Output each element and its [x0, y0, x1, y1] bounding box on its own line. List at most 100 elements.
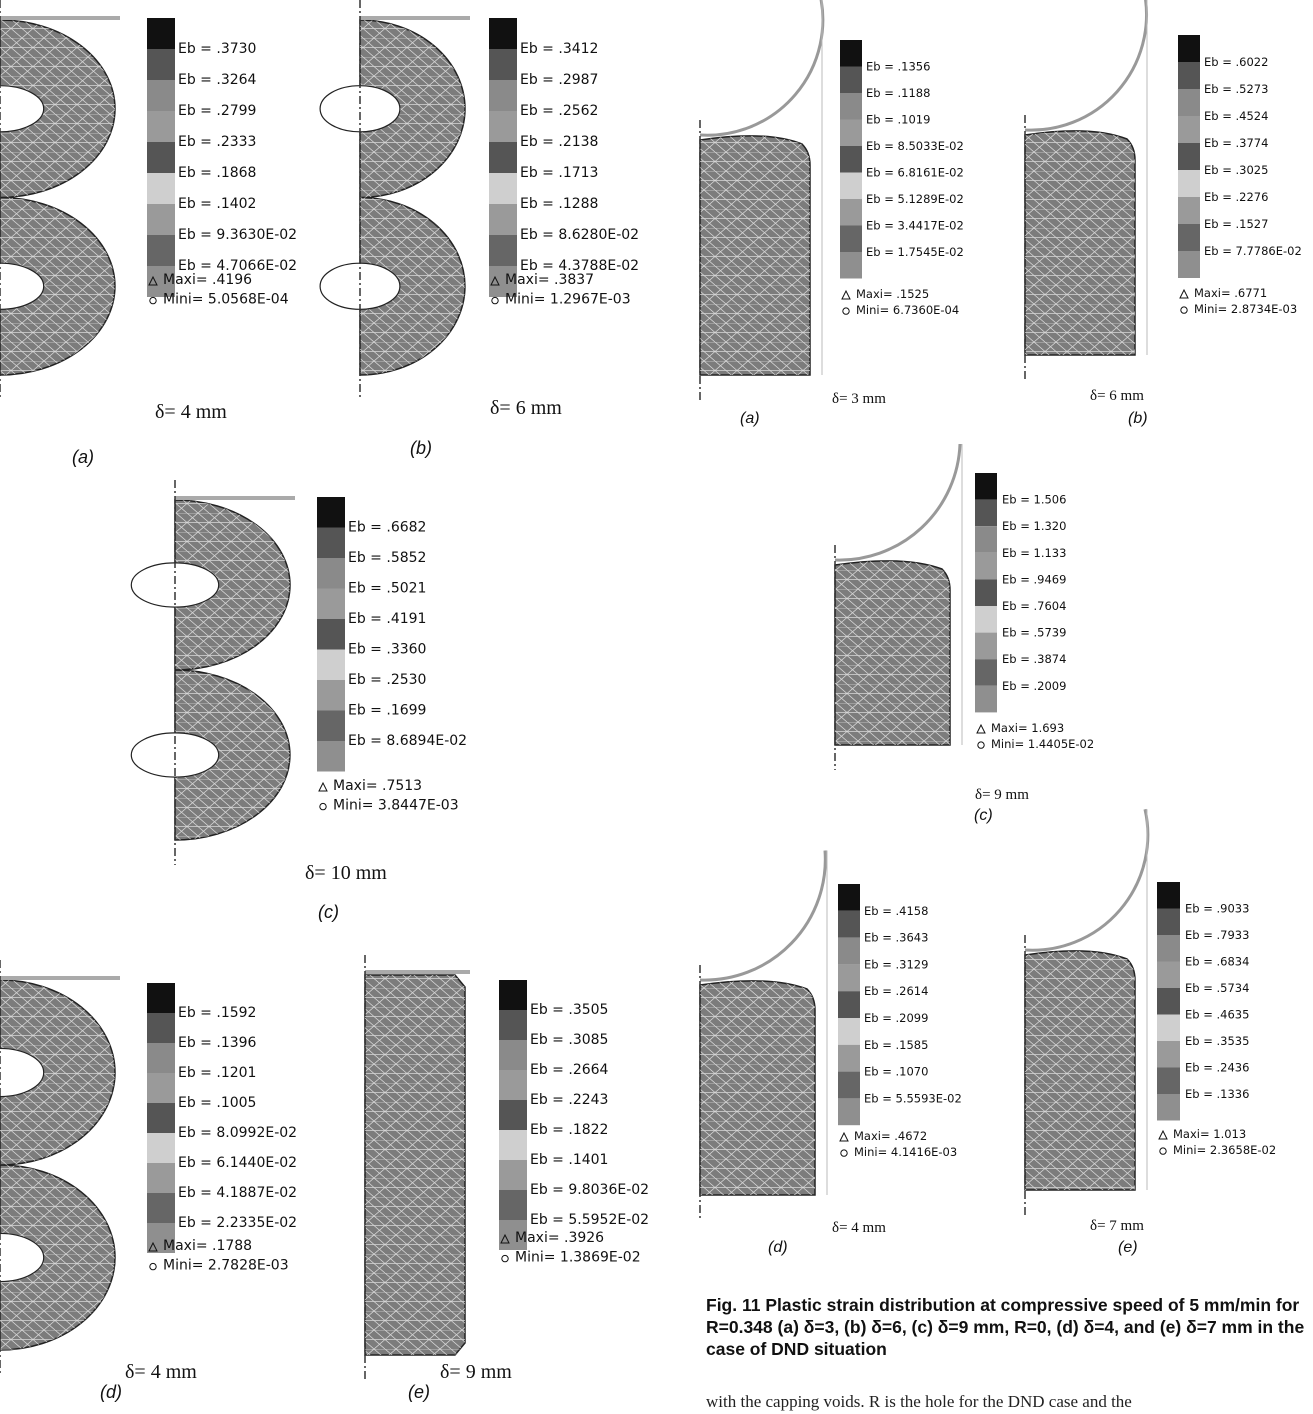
legend-swatch [975, 606, 997, 633]
legend-swatch [975, 473, 997, 500]
legend-label: Eb = 9.8036E-02 [530, 1182, 649, 1198]
mini-label: Mini= 1.4405E-02 [991, 737, 1094, 751]
legend-label: Eb = .1402 [178, 196, 256, 212]
legend-swatch [1178, 89, 1200, 116]
legend-swatch [840, 173, 862, 200]
legend-label: Eb = .2243 [530, 1092, 608, 1108]
delta-label: δ= 4 mm [832, 1220, 886, 1236]
legend-swatch [1178, 251, 1200, 278]
maxi-label: Maxi= .4672 [854, 1129, 927, 1143]
legend-label: Eb = .3730 [178, 41, 256, 57]
die-arc [700, 0, 823, 135]
delta-label: δ= 6 mm [490, 397, 562, 419]
legend-label: Eb = 1.133 [1002, 546, 1066, 560]
legend-label: Eb = .1070 [864, 1065, 928, 1079]
legend-label: Eb = .2530 [348, 672, 426, 688]
mesh-lines [365, 975, 465, 1355]
delta-label: δ= 7 mm [1090, 1218, 1144, 1234]
legend-label: Eb = .1396 [178, 1035, 257, 1051]
figure-caption: Fig. 11 Plastic strain distribution at c… [706, 1294, 1313, 1360]
maxi-label: Maxi= .6771 [1194, 286, 1267, 300]
legend-swatch [1178, 224, 1200, 251]
legend-swatch [975, 500, 997, 527]
legend-label: Eb = .5273 [1204, 82, 1268, 96]
panel-label: (a) [72, 447, 94, 467]
panel-label: (c) [318, 902, 339, 922]
legend-swatch [317, 528, 345, 559]
mesh-lines [360, 20, 465, 375]
legend-label: Eb = .1019 [866, 113, 930, 127]
legend-swatch [489, 204, 517, 235]
legend-swatch [975, 633, 997, 660]
legend-swatch [1178, 197, 1200, 224]
legend-swatch [840, 67, 862, 94]
mini-label: Mini= 2.3658E-02 [1173, 1143, 1276, 1157]
max-marker [1180, 290, 1188, 298]
min-marker [502, 1255, 508, 1261]
legend-label: Eb = .1401 [530, 1152, 608, 1168]
legend-label: Eb = .4158 [864, 904, 928, 918]
maxi-label: Maxi= .7513 [333, 778, 422, 794]
legend-label: Eb = .3505 [530, 1002, 608, 1018]
legend-swatch [1157, 988, 1180, 1015]
legend-swatch [838, 911, 860, 938]
legend-label: Eb = .1527 [1204, 217, 1268, 231]
legend-swatch [1157, 962, 1180, 989]
legend-label: Eb = 8.6894E-02 [348, 733, 467, 749]
legend-swatch [1157, 1015, 1180, 1042]
legend-swatch [147, 18, 175, 49]
legend-swatch [838, 1018, 860, 1045]
legend-swatch [1178, 62, 1200, 89]
legend-label: Eb = 8.6280E-02 [520, 227, 639, 243]
legend-swatch [1178, 170, 1200, 197]
mesh-lines [700, 136, 810, 375]
maxi-label: Maxi= 1.693 [991, 721, 1064, 735]
legend-label: Eb = .3412 [520, 41, 598, 57]
mini-label: Mini= 2.7828E-03 [163, 1258, 289, 1274]
legend-swatch [317, 741, 345, 772]
legend-swatch [147, 1133, 175, 1163]
legend-swatch [838, 884, 860, 911]
legend-swatch [499, 1100, 527, 1130]
page: {"panels":[ {"legend":["Eb = .3730","Eb … [0, 0, 1313, 1414]
legend-label: Eb = 2.2335E-02 [178, 1215, 297, 1231]
legend-label: Eb = .3264 [178, 72, 257, 88]
legend-label: Eb = .6022 [1204, 55, 1268, 69]
legend-swatch [317, 711, 345, 742]
legend-swatch [147, 1073, 175, 1103]
legend-label: Eb = .1699 [348, 703, 426, 719]
min-marker [843, 308, 849, 314]
legend-label: Eb = .2436 [1185, 1061, 1249, 1075]
die-arc [1025, 0, 1147, 130]
legend-label: Eb = .4635 [1185, 1008, 1249, 1022]
legend-label: Eb = .1585 [864, 1038, 928, 1052]
legend-label: Eb = .1201 [178, 1065, 256, 1081]
min-marker [150, 297, 156, 303]
legend-label: Eb = 8.0992E-02 [178, 1125, 297, 1141]
legend-swatch [840, 199, 862, 226]
legend-label: Eb = .2664 [530, 1062, 609, 1078]
die-arc [1025, 809, 1148, 950]
legend-label: Eb = .1288 [520, 196, 598, 212]
panel-label: (c) [974, 807, 993, 824]
legend-label: Eb = .6834 [1185, 955, 1249, 969]
legend-label: Eb = .3643 [864, 931, 928, 945]
mini-label: Mini= 4.1416E-03 [854, 1145, 957, 1159]
legend-label: Eb = .7933 [1185, 928, 1249, 942]
legend-swatch [317, 650, 345, 681]
legend-swatch [840, 93, 862, 120]
legend-label: Eb = .2799 [178, 103, 256, 119]
panel-label: (e) [408, 1382, 430, 1402]
legend-label: Eb = .3129 [864, 957, 928, 971]
legend-swatch [489, 173, 517, 204]
legend-swatch [975, 686, 997, 713]
max-marker [319, 783, 327, 791]
legend-label: Eb = .3025 [1204, 163, 1268, 177]
legend-label: Eb = .1336 [1185, 1087, 1249, 1101]
legend-swatch [499, 980, 527, 1010]
legend-label: Eb = .1356 [866, 60, 930, 74]
panel-label: (b) [1128, 410, 1148, 427]
legend-swatch [499, 1040, 527, 1070]
hole [131, 563, 218, 607]
legend-swatch [1157, 1041, 1180, 1068]
